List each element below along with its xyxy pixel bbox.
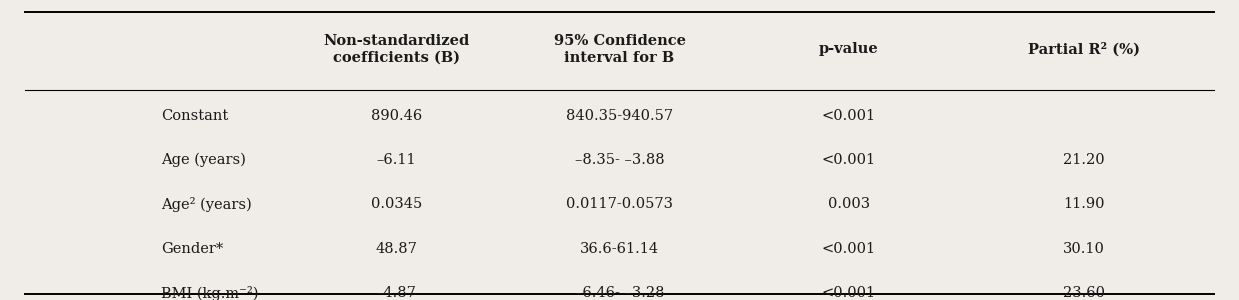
Text: <0.001: <0.001: [821, 242, 876, 256]
Text: 95% Confidence
interval for B: 95% Confidence interval for B: [554, 34, 685, 65]
Text: <0.001: <0.001: [821, 286, 876, 300]
Text: Age (years): Age (years): [161, 153, 247, 167]
Text: Constant: Constant: [161, 109, 228, 122]
Text: 21.20: 21.20: [1063, 153, 1105, 167]
Text: 0.0117-0.0573: 0.0117-0.0573: [566, 197, 673, 211]
Text: 0.003: 0.003: [828, 197, 870, 211]
Text: Gender*: Gender*: [161, 242, 223, 256]
Text: 36.6-61.14: 36.6-61.14: [580, 242, 659, 256]
Text: 48.87: 48.87: [375, 242, 418, 256]
Text: p-value: p-value: [819, 43, 878, 56]
Text: Non-standardized
coefficients (B): Non-standardized coefficients (B): [323, 34, 470, 65]
Text: <0.001: <0.001: [821, 153, 876, 167]
Text: –6.46- –3.28: –6.46- –3.28: [575, 286, 664, 300]
Text: –8.35- –3.88: –8.35- –3.88: [575, 153, 664, 167]
Text: 840.35-940.57: 840.35-940.57: [566, 109, 673, 122]
Text: Partial R² (%): Partial R² (%): [1028, 42, 1140, 57]
Text: Age² (years): Age² (years): [161, 197, 252, 212]
Text: <0.001: <0.001: [821, 109, 876, 122]
Text: 23.60: 23.60: [1063, 286, 1105, 300]
Text: 30.10: 30.10: [1063, 242, 1105, 256]
Text: 0.0345: 0.0345: [370, 197, 422, 211]
Text: –6.11: –6.11: [377, 153, 416, 167]
Text: BMI (kg.m⁻²): BMI (kg.m⁻²): [161, 286, 259, 300]
Text: –4.87: –4.87: [377, 286, 416, 300]
Text: 890.46: 890.46: [370, 109, 422, 122]
Text: 11.90: 11.90: [1063, 197, 1105, 211]
